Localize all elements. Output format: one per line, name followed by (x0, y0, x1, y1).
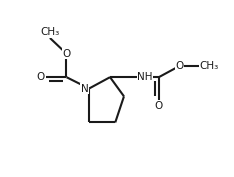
Text: O: O (176, 61, 184, 71)
Text: N: N (80, 84, 88, 93)
Text: O: O (37, 72, 45, 82)
Text: NH: NH (137, 72, 153, 82)
Text: CH₃: CH₃ (40, 27, 59, 37)
Text: O: O (62, 49, 71, 59)
Text: O: O (155, 101, 163, 111)
Text: CH₃: CH₃ (200, 61, 219, 71)
